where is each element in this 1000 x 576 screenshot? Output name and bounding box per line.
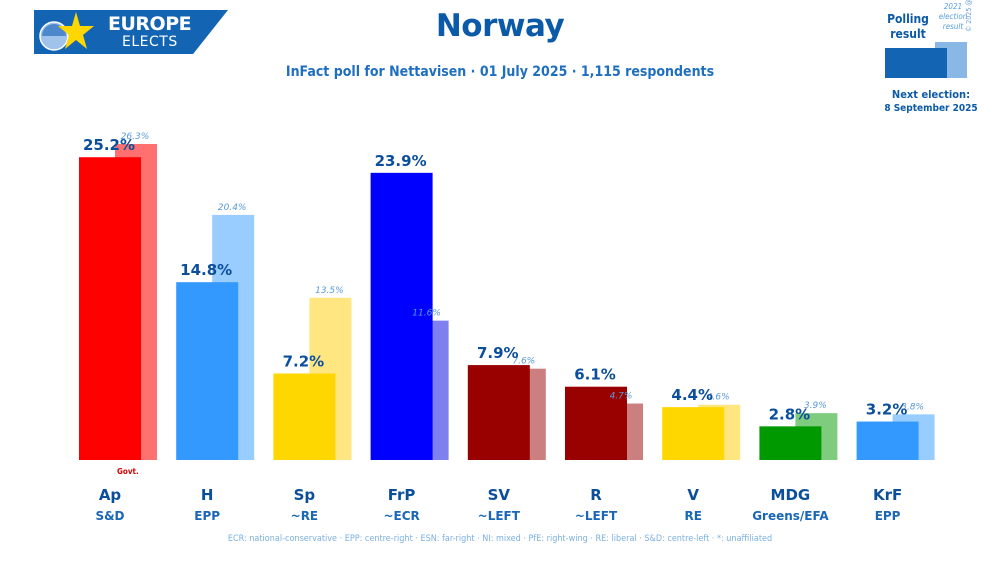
party-label: V	[687, 486, 699, 504]
poll-bar	[467, 365, 530, 460]
party-label: Sp	[294, 486, 316, 504]
prev-result-label: 20.4%	[218, 203, 247, 213]
poll-bar	[176, 282, 239, 460]
chart-title: Norway	[435, 8, 565, 44]
poll-value-label: 7.9%	[477, 344, 519, 362]
logo-text-elects: ELECTS	[122, 34, 178, 50]
prev-result-label: 4.6%	[707, 393, 730, 403]
party-group-label: ~ECR	[383, 509, 419, 523]
legend-prev-label-line3: result	[942, 22, 964, 31]
legend-poll-label: Polling result	[884, 12, 932, 42]
poll-value-label: 6.1%	[574, 366, 616, 384]
govt-label: Govt.	[117, 467, 139, 476]
poll-bar	[759, 426, 822, 460]
legend-poll-swatch	[885, 48, 947, 78]
party-label: R	[590, 486, 602, 504]
poll-value-label: 4.4%	[671, 386, 713, 404]
chart-subtitle: InFact poll for Nettavisen · 01 July 202…	[285, 64, 715, 80]
party-group-label: ~LEFT	[575, 509, 618, 523]
poll-bar	[662, 407, 725, 460]
party-group-label: Greens/EFA	[752, 509, 829, 523]
star-icon	[39, 12, 94, 51]
legend-prev-label: 2021 election result	[938, 2, 968, 32]
party-group-label: RE	[684, 509, 701, 523]
legend-poll-label-line2: result	[890, 27, 926, 41]
prev-result-label: 3.8%	[901, 402, 924, 412]
party-label: MDG	[771, 486, 811, 504]
poll-value-label: 25.2%	[83, 136, 135, 154]
next-election-date: 8 September 2025	[884, 103, 978, 114]
legend: Polling result 2021 election result © 20…	[864, 0, 998, 122]
poll-bar	[273, 373, 336, 460]
party-label: SV	[488, 486, 511, 504]
poll-value-label: 23.9%	[375, 152, 427, 170]
prev-result-label: 4.7%	[610, 392, 633, 402]
legend-prev-label-line1: 2021	[943, 2, 963, 11]
prev-result-label: 26.3%	[121, 132, 150, 142]
prev-result-label: 7.6%	[512, 357, 535, 367]
prev-result-label: 11.6%	[412, 309, 441, 319]
poll-value-label: 14.8%	[180, 261, 232, 279]
legend-prev-label-line2: election	[938, 12, 968, 21]
prev-result-label: 13.5%	[315, 286, 344, 296]
logo-text-europe: EUROPE	[108, 13, 192, 35]
party-group-label: EPP	[194, 509, 220, 523]
poll-bar	[79, 157, 141, 460]
next-election-label: Next election:	[891, 88, 971, 101]
party-group-label: ~RE	[291, 509, 319, 523]
poll-bar	[370, 172, 433, 461]
poll-bar	[565, 386, 627, 460]
footer-legend: ECR: national-conservative · EPP: centre…	[227, 534, 773, 544]
poll-bar	[856, 421, 919, 460]
party-label: FrP	[388, 486, 416, 504]
party-label: H	[201, 486, 214, 504]
poll-value-label: 2.8%	[769, 405, 811, 423]
party-label: Ap	[99, 486, 122, 504]
poll-value-label: 3.2%	[866, 401, 908, 419]
party-group-label: S&D	[95, 509, 124, 523]
party-group-label: ~LEFT	[478, 509, 521, 523]
europe-elects-logo: EUROPE ELECTS	[34, 10, 228, 54]
prev-result-label: 3.9%	[804, 401, 827, 411]
poll-value-label: 7.2%	[283, 352, 325, 370]
legend-poll-label-line1: Polling	[887, 12, 929, 26]
party-label: KrF	[873, 486, 902, 504]
party-group-label: EPP	[875, 509, 901, 523]
